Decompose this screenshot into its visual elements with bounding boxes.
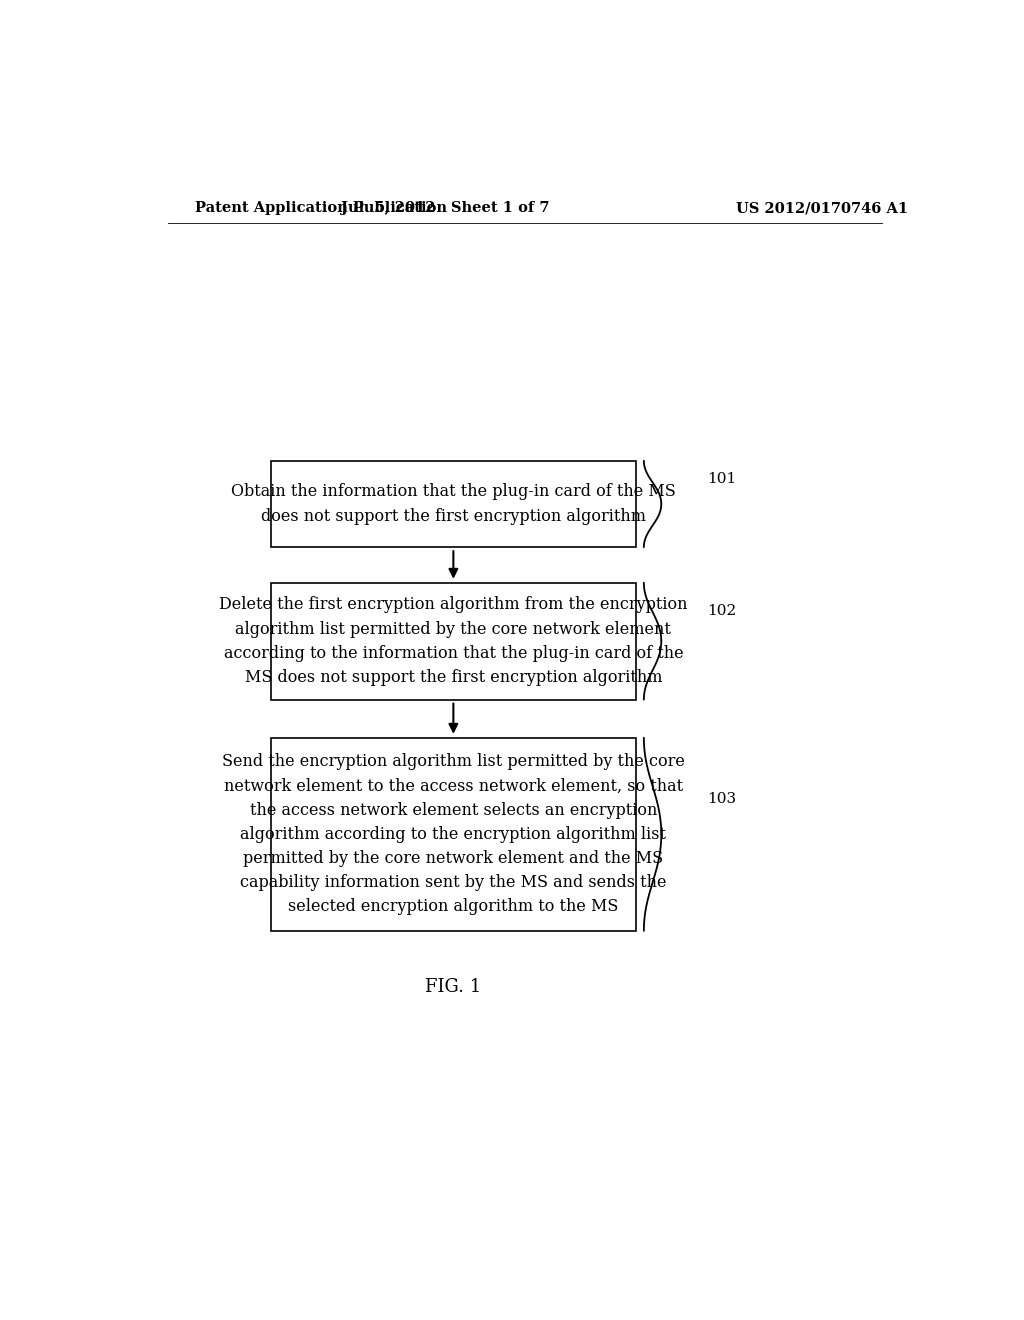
Text: 101: 101 xyxy=(708,471,736,486)
FancyBboxPatch shape xyxy=(270,738,636,931)
Text: Jul. 5, 2012   Sheet 1 of 7: Jul. 5, 2012 Sheet 1 of 7 xyxy=(341,201,550,215)
Text: US 2012/0170746 A1: US 2012/0170746 A1 xyxy=(736,201,908,215)
FancyBboxPatch shape xyxy=(270,461,636,548)
Text: 103: 103 xyxy=(708,792,736,805)
Text: Send the encryption algorithm list permitted by the core
network element to the : Send the encryption algorithm list permi… xyxy=(222,754,685,915)
Text: Delete the first encryption algorithm from the encryption
algorithm list permitt: Delete the first encryption algorithm fr… xyxy=(219,597,688,686)
Text: FIG. 1: FIG. 1 xyxy=(425,978,481,995)
FancyBboxPatch shape xyxy=(270,582,636,700)
Text: 102: 102 xyxy=(708,603,736,618)
Text: Obtain the information that the plug-in card of the MS
does not support the firs: Obtain the information that the plug-in … xyxy=(231,483,676,524)
Text: Patent Application Publication: Patent Application Publication xyxy=(196,201,447,215)
